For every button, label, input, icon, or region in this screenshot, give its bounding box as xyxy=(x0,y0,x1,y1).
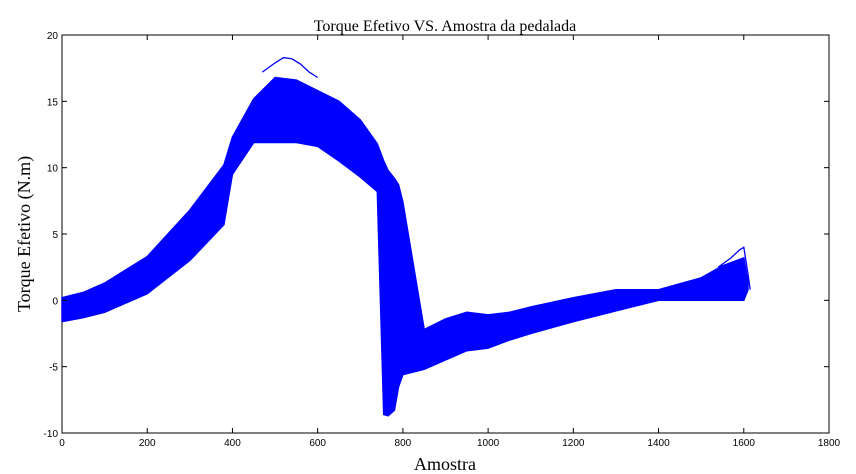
y-axis: -10 -5 0 5 10 15 20 xyxy=(44,31,829,440)
x-axis: 0 200 400 600 800 1000 1200 1400 1600 1800 xyxy=(59,35,841,449)
x-tick-label: 800 xyxy=(395,438,412,449)
y-tick-label: 10 xyxy=(47,164,59,175)
x-tick-label: 1800 xyxy=(818,438,841,449)
plot-area: 0 200 400 600 800 1000 1200 1400 1600 1800 -10-50… xyxy=(44,31,841,449)
x-axis-label: Amostra xyxy=(414,454,476,474)
x-tick-label: 1600 xyxy=(733,438,756,449)
y-tick-label: -5 xyxy=(49,363,58,374)
x-tick-label: 400 xyxy=(224,438,241,449)
series-trace-2 xyxy=(717,246,751,290)
y-tick-label: 5 xyxy=(52,230,58,241)
x-tick-label: 1000 xyxy=(477,438,500,449)
x-tick-label: 1400 xyxy=(647,438,670,449)
x-tick-label: 1200 xyxy=(562,438,585,449)
y-axis-label: Torque Efetivo (N.m) xyxy=(14,156,35,312)
x-tick-label: 200 xyxy=(139,438,156,449)
series-band xyxy=(61,76,749,417)
y-tick-label: 0 xyxy=(52,296,58,307)
y-tick-label: 20 xyxy=(47,31,59,42)
series-trace-1 xyxy=(261,56,319,79)
series-layer xyxy=(61,56,751,417)
y-tick-label: -10 xyxy=(44,429,59,440)
x-tick-label: 0 xyxy=(59,438,65,449)
chart-title: Torque Efetivo VS. Amostra da pedalada xyxy=(314,18,577,35)
y-tick-label: 15 xyxy=(47,97,59,108)
x-tick-label: 600 xyxy=(309,438,326,449)
